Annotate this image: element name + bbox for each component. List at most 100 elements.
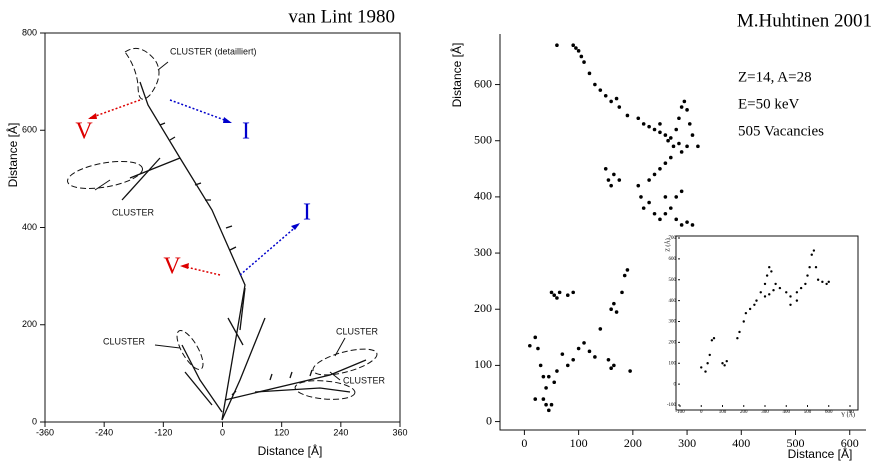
x-tick-label: -240 (95, 427, 113, 437)
data-point (748, 307, 752, 311)
data-point (690, 133, 695, 137)
y-tick-label: 100 (474, 357, 492, 371)
data-point (679, 223, 684, 227)
annotation: CLUSTER (343, 375, 386, 385)
data-point (690, 223, 695, 227)
data-point (666, 138, 670, 143)
data-point (795, 299, 799, 302)
x-tick-label: -100 (675, 410, 685, 415)
data-point (544, 402, 548, 407)
data-point (755, 299, 758, 302)
data-point (685, 144, 689, 149)
data-point (576, 346, 581, 351)
data-point (744, 311, 748, 315)
data-point (639, 195, 643, 199)
x-tick-label: 100 (719, 410, 727, 415)
y-tick-label: -100 (667, 403, 677, 408)
data-point (663, 195, 668, 199)
data-point (606, 357, 611, 362)
data-point (706, 362, 709, 365)
x-tick-label: 700 (846, 410, 854, 415)
data-point (825, 282, 828, 286)
data-point (555, 43, 559, 48)
y-tick-label: 300 (669, 320, 677, 325)
data-point (609, 307, 613, 312)
data-point (641, 206, 646, 210)
data-point (768, 293, 771, 296)
data-point (628, 369, 632, 373)
annotation: CLUSTER (detailliert) (170, 46, 257, 56)
y-tick-label: 400 (22, 222, 37, 232)
data-point (571, 357, 575, 362)
x-tick-label: 500 (804, 410, 812, 415)
data-point (582, 341, 586, 345)
data-point (560, 352, 565, 356)
data-point (772, 288, 775, 292)
annotation: Z=14, A=28 (738, 69, 812, 85)
data-point (603, 93, 608, 98)
data-point (658, 122, 662, 126)
data-point (565, 293, 570, 297)
y-axis-label: Distance [Å] (5, 123, 20, 188)
annotation: V (75, 119, 93, 145)
y-tick-label: 800 (22, 27, 37, 37)
annotation: I (242, 119, 250, 145)
data-point (704, 370, 707, 373)
x-axis-label: Distance [Å] (788, 446, 853, 461)
x-tick-label: 0 (521, 436, 527, 450)
y-tick-label: 600 (669, 257, 677, 262)
data-point (812, 249, 816, 252)
x-axis-label: Y (Å) (841, 410, 855, 418)
data-point (685, 108, 689, 112)
chart-title: M.Huhtinen 2001 (737, 10, 872, 31)
x-tick-label: 240 (333, 427, 348, 437)
data-point (647, 200, 651, 205)
data-point (679, 105, 684, 109)
data-point (763, 282, 767, 286)
data-point (647, 124, 651, 129)
annotation: CLUSTER (112, 207, 155, 217)
data-point (696, 144, 700, 149)
data-point (576, 49, 581, 53)
data-point (625, 113, 630, 118)
y-tick-label: 500 (669, 278, 677, 283)
y-tick-label: 0 (32, 416, 37, 426)
y-tick-label: 0 (674, 382, 677, 387)
data-point (708, 353, 711, 357)
data-point (544, 386, 548, 390)
data-point (549, 402, 554, 407)
data-point (763, 295, 767, 298)
data-point (789, 295, 792, 298)
data-point (547, 408, 551, 413)
data-point (658, 217, 662, 222)
data-point (652, 211, 657, 216)
data-point (658, 167, 662, 171)
data-point (574, 46, 578, 50)
x-tick-label: -120 (154, 427, 172, 437)
data-point (636, 116, 641, 121)
data-point (555, 369, 559, 373)
data-point (571, 43, 575, 48)
data-point (804, 282, 807, 286)
data-point (712, 337, 716, 340)
data-point (541, 374, 546, 379)
data-point (765, 274, 769, 277)
y-tick-label: 0 (486, 413, 492, 427)
data-point (736, 337, 739, 340)
y-tick-label: 600 (474, 76, 492, 90)
data-point (806, 274, 809, 277)
data-point (538, 363, 543, 368)
x-tick-label: 200 (740, 410, 748, 415)
y-axis-label: Z (Å) (663, 238, 671, 252)
data-point (622, 273, 627, 278)
data-point (612, 363, 616, 368)
data-point (617, 105, 622, 109)
data-point (679, 150, 684, 154)
x-tick-label: 0 (220, 427, 225, 437)
data-point (810, 253, 813, 256)
data-point (609, 366, 613, 371)
y-tick-label: 400 (669, 299, 677, 304)
data-point (582, 60, 586, 64)
data-point (759, 291, 762, 294)
